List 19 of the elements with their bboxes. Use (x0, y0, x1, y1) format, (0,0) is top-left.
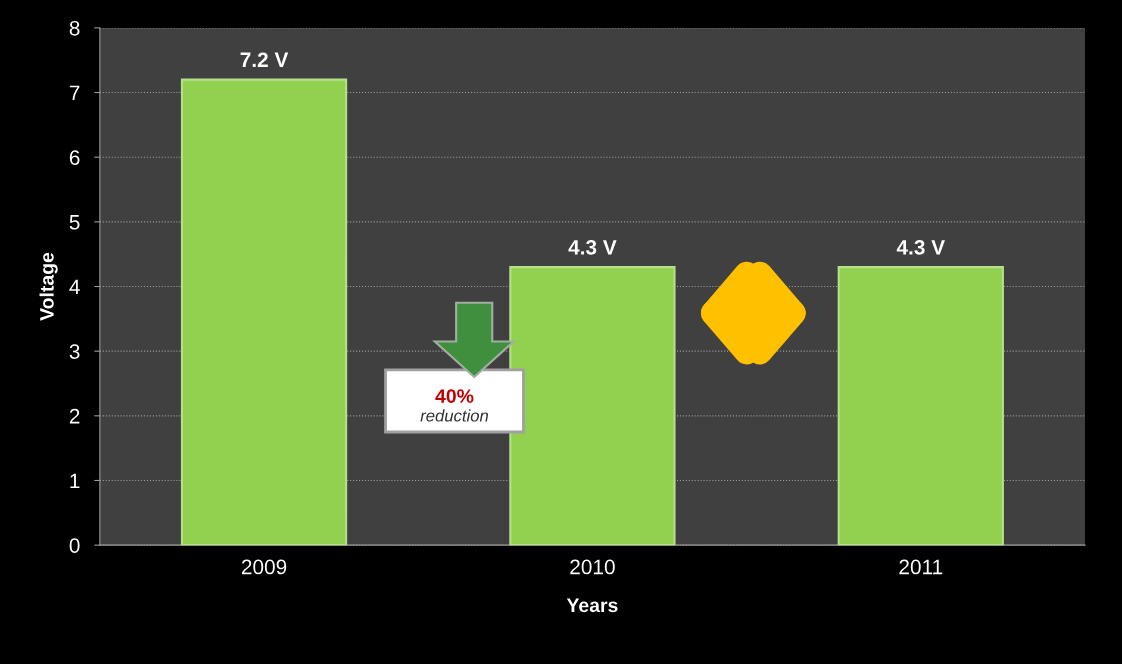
y-tick-label: 4 (69, 279, 80, 295)
data-label: 4.3 V (568, 239, 617, 255)
annotation: 40% (435, 389, 474, 403)
y-tick-label: 0 (69, 538, 80, 553)
y-tick-label: 2 (69, 408, 80, 424)
y-tick-label: 1 (70, 473, 80, 489)
annotation: reduction (420, 409, 489, 422)
x-tick-label: 2010 (570, 559, 615, 575)
y-tick-label: 8 (69, 20, 80, 36)
y-tick-label: 5 (69, 215, 80, 230)
y-axis-title: Voltage (39, 252, 58, 321)
x-axis-title: Years (566, 598, 618, 613)
data-label: 7.2 V (240, 52, 289, 67)
x-tick-label: 2011 (899, 559, 943, 575)
y-tick-label: 3 (69, 344, 80, 359)
y-tick-label: 7 (69, 85, 80, 101)
data-label: 4.3 V (896, 239, 945, 255)
x-tick-label: 2009 (241, 559, 287, 575)
y-tick-label: 6 (69, 150, 80, 165)
